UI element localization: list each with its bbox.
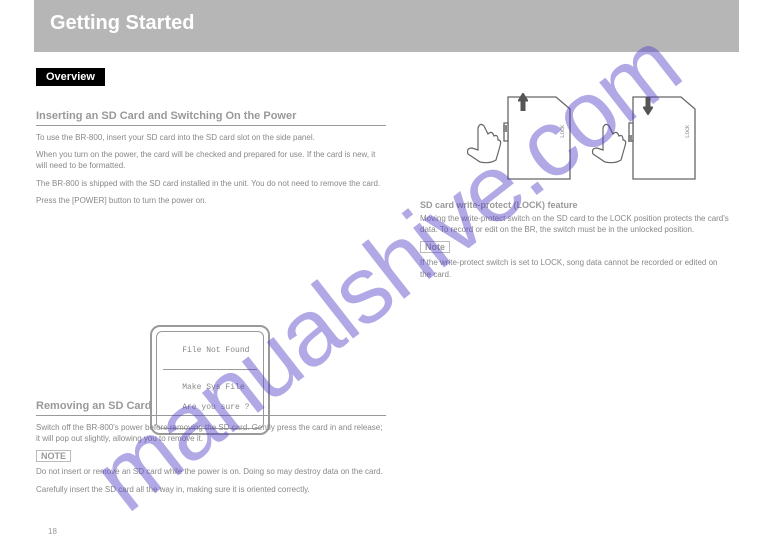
left-note1: Do not insert or remove an SD card while… <box>36 466 386 477</box>
header-title: Getting Started <box>50 12 194 35</box>
lcd-separator <box>163 369 257 370</box>
note-label: NOTE <box>36 450 71 462</box>
arrow-down-icon <box>643 97 653 115</box>
left-column: Inserting an SD Card and Switching On th… <box>36 110 386 212</box>
left-sub2: Removing an SD Card Switch off the BR-80… <box>36 400 386 501</box>
left-sub2-heading: Removing an SD Card <box>36 400 386 412</box>
right-p1: Moving the write-protect switch on the S… <box>420 213 730 235</box>
lcd-line2: Make Sys File <box>182 383 244 392</box>
section-label: Overview <box>36 68 105 86</box>
sd-card-locked: Lock <box>625 95 697 181</box>
sd-outline-icon <box>500 95 572 181</box>
sd-lock-label: Lock <box>685 125 691 138</box>
sd-card-unlocked: Lock <box>500 95 572 181</box>
divider <box>36 415 386 416</box>
hand-icon <box>460 118 508 166</box>
right-note-label: Note <box>420 241 450 253</box>
divider <box>36 125 386 126</box>
left-note2: Carefully insert the SD card all the way… <box>36 484 386 495</box>
right-column: SD card write-protect (LOCK) feature Mov… <box>420 200 730 286</box>
page-number: 18 <box>48 527 57 536</box>
lcd-line1: File Not Found <box>182 346 249 355</box>
sd-lock-label: Lock <box>560 125 566 138</box>
arrow-up-icon <box>518 93 528 111</box>
left-sub1-p3: The BR-800 is shipped with the SD card i… <box>36 178 386 189</box>
sd-outline-icon <box>625 95 697 181</box>
left-sub1-heading: Inserting an SD Card and Switching On th… <box>36 110 386 122</box>
left-sub1-p2: When you turn on the power, the card wil… <box>36 149 386 171</box>
right-p2: If the write-protect switch is set to LO… <box>420 257 730 279</box>
right-heading: SD card write-protect (LOCK) feature <box>420 200 730 210</box>
hand-icon <box>585 118 633 166</box>
left-sub1-p4: Press the [POWER] button to turn the pow… <box>36 195 386 206</box>
left-sub1-p1: To use the BR-800, insert your SD card i… <box>36 132 386 143</box>
left-sub2-p1: Switch off the BR-800's power before rem… <box>36 422 386 444</box>
